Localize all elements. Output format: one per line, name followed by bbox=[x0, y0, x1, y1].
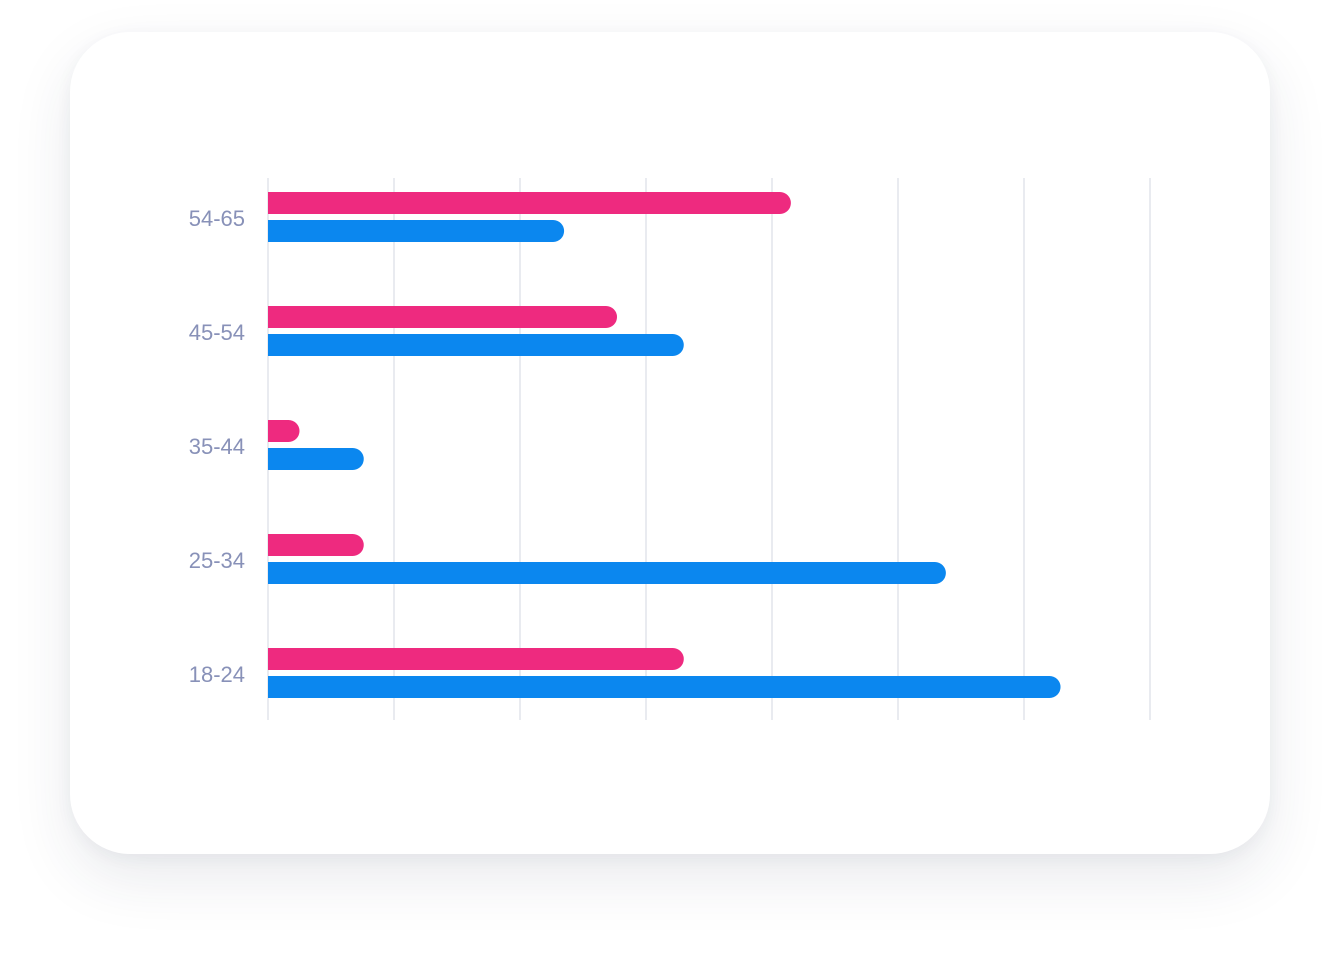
grid-lines bbox=[267, 178, 1151, 720]
bar bbox=[268, 220, 565, 242]
bar bbox=[268, 534, 364, 556]
bar bbox=[268, 334, 684, 356]
bars bbox=[268, 192, 1061, 698]
bar bbox=[268, 648, 684, 670]
category-label: 54-65 bbox=[189, 206, 245, 231]
category-label: 25-34 bbox=[189, 548, 245, 573]
bar bbox=[268, 306, 618, 328]
bar bbox=[268, 420, 300, 442]
bar bbox=[268, 448, 364, 470]
bar bbox=[268, 192, 791, 214]
category-label: 18-24 bbox=[189, 662, 245, 687]
chart-card bbox=[70, 32, 1270, 854]
category-labels: 54-65 45-54 35-44 25-34 18-24 bbox=[189, 206, 245, 687]
bar bbox=[268, 562, 946, 584]
category-label: 35-44 bbox=[189, 434, 245, 459]
category-label: 45-54 bbox=[189, 320, 245, 345]
bar bbox=[268, 676, 1061, 698]
